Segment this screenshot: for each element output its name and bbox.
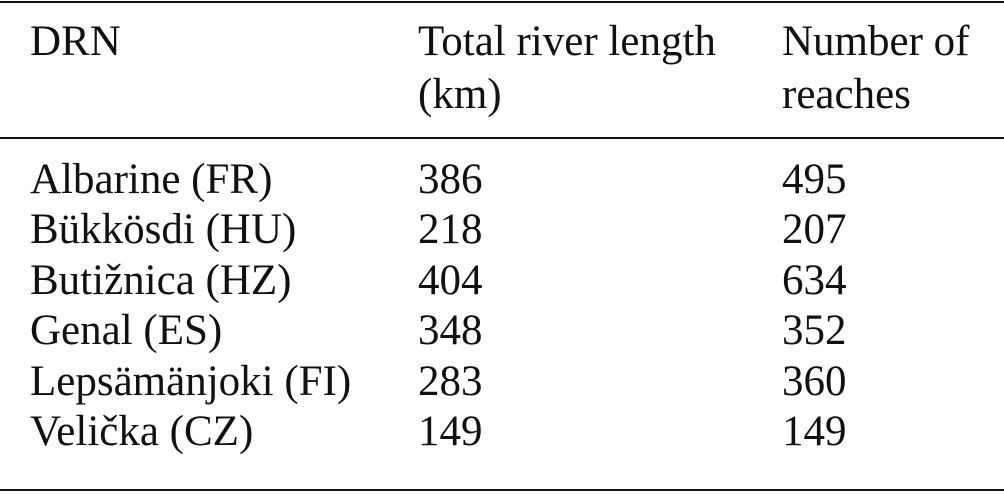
cell-value: 495 bbox=[782, 156, 847, 203]
row-label: Albarine (FR) bbox=[30, 156, 273, 203]
cell-value: 207 bbox=[782, 206, 847, 254]
cell-value: 352 bbox=[782, 307, 847, 355]
header-cell: DRN bbox=[30, 18, 121, 65]
row-label: Lepsämänjoki (FI) bbox=[30, 357, 352, 405]
cell-value: 348 bbox=[418, 307, 483, 355]
cell-value: 218 bbox=[418, 206, 483, 254]
cell-value: 634 bbox=[782, 256, 847, 304]
row-label: Butižnica (HZ) bbox=[30, 256, 292, 304]
mid-rule bbox=[0, 137, 1004, 139]
cell-value: 149 bbox=[782, 408, 847, 455]
row-label: Genal (ES) bbox=[30, 307, 223, 355]
cell-value: 404 bbox=[418, 256, 483, 304]
header-cell: Total river length (km) bbox=[418, 18, 716, 118]
cell-value: 360 bbox=[782, 357, 847, 405]
top-rule bbox=[0, 1, 1004, 3]
row-label: Velička (CZ) bbox=[30, 408, 254, 455]
cell-value: 149 bbox=[418, 408, 483, 455]
cell-value: 386 bbox=[418, 156, 483, 203]
row-label: Bükkösdi (HU) bbox=[30, 206, 297, 254]
bottom-rule bbox=[0, 489, 1004, 491]
header-cell: Number of reaches bbox=[782, 18, 970, 118]
cell-value: 283 bbox=[418, 357, 483, 405]
